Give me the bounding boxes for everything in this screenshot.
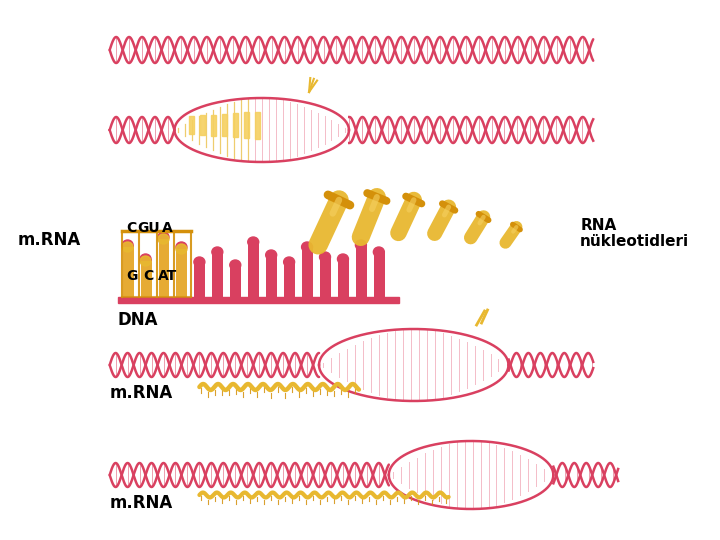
Ellipse shape [122, 240, 133, 250]
Bar [230, 265, 241, 297]
Ellipse shape [266, 250, 276, 260]
Text: A: A [162, 221, 173, 235]
Text: RNA: RNA [580, 218, 616, 233]
Text: nükleotidleri: nükleotidleri [580, 234, 689, 249]
Bar [176, 249, 187, 297]
Text: C: C [143, 269, 153, 283]
Ellipse shape [212, 247, 222, 257]
Bar [122, 247, 134, 297]
Ellipse shape [302, 242, 312, 252]
Ellipse shape [320, 252, 330, 262]
Bar [117, 297, 399, 303]
Ellipse shape [176, 242, 187, 252]
Text: m.RNA: m.RNA [109, 384, 173, 402]
Bar [194, 262, 205, 297]
Text: GU: GU [138, 221, 160, 235]
Ellipse shape [338, 254, 348, 264]
Text: AT: AT [158, 269, 177, 283]
Text: C: C [127, 221, 137, 235]
Bar [212, 252, 223, 297]
Bar [211, 114, 216, 136]
Ellipse shape [194, 257, 205, 267]
Bar [233, 113, 238, 137]
Text: m.RNA: m.RNA [18, 231, 81, 249]
Ellipse shape [230, 260, 240, 270]
Bar [284, 262, 295, 297]
Bar [158, 237, 169, 297]
Bar [140, 259, 151, 297]
Bar [302, 247, 313, 297]
Ellipse shape [284, 257, 294, 267]
Bar [176, 247, 187, 297]
Ellipse shape [356, 240, 366, 250]
Bar [140, 261, 151, 297]
Ellipse shape [140, 256, 151, 266]
Bar [374, 252, 384, 297]
Ellipse shape [248, 237, 258, 247]
Bar [356, 245, 367, 297]
Ellipse shape [122, 242, 133, 252]
Bar [255, 111, 260, 138]
Bar [266, 255, 277, 297]
Text: m.RNA: m.RNA [109, 494, 173, 512]
Bar [122, 245, 134, 297]
Bar [244, 112, 248, 138]
Bar [189, 116, 194, 134]
Ellipse shape [176, 244, 187, 254]
Ellipse shape [158, 232, 169, 242]
Bar [248, 242, 259, 297]
Bar [200, 115, 205, 135]
Bar [158, 239, 169, 297]
Ellipse shape [140, 254, 151, 264]
Bar [222, 114, 227, 136]
Ellipse shape [374, 247, 384, 257]
Text: DNA: DNA [117, 311, 158, 329]
Ellipse shape [158, 234, 169, 244]
Bar [338, 259, 349, 297]
Bar [320, 257, 331, 297]
Text: G: G [126, 269, 138, 283]
